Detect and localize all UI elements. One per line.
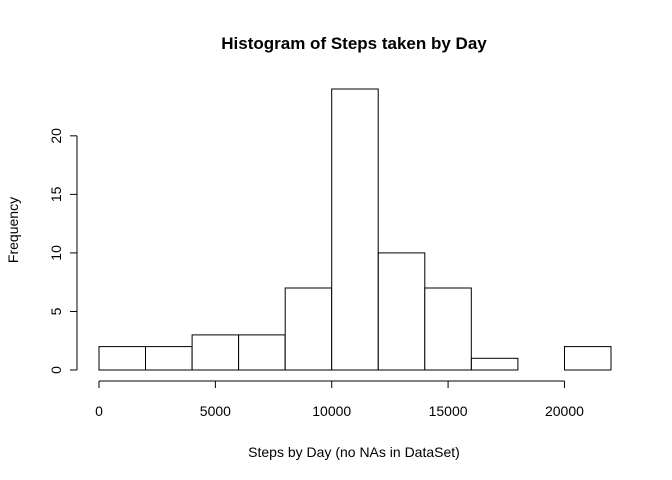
chart-title: Histogram of Steps taken by Day [221, 34, 487, 53]
histogram-bar [424, 287, 472, 371]
y-axis-label: Frequency [5, 197, 21, 263]
y-tick-label: 5 [48, 307, 64, 315]
histogram-bar [98, 346, 146, 371]
x-tick-label: 10000 [312, 403, 351, 419]
x-tick-label: 0 [95, 403, 103, 419]
x-axis: 0 5000 10000 15000 20000 [95, 380, 584, 419]
y-axis: 0 5 10 15 20 [48, 128, 78, 374]
x-tick-label: 15000 [429, 403, 468, 419]
histogram-bar [238, 334, 286, 371]
histogram-bar [191, 334, 240, 371]
histogram-bar [564, 346, 612, 371]
histogram-bar [284, 287, 333, 371]
x-tick-label: 5000 [200, 403, 231, 419]
bars-group [98, 88, 612, 371]
y-tick-label: 15 [48, 186, 64, 202]
histogram-bar [331, 88, 379, 371]
histogram-bar [145, 346, 193, 371]
histogram-bar [470, 357, 519, 371]
y-tick-label: 0 [48, 366, 64, 374]
y-tick-label: 10 [48, 245, 64, 261]
x-tick-label: 20000 [545, 403, 584, 419]
y-tick-label: 20 [48, 128, 64, 144]
histogram-bar [377, 252, 426, 371]
x-axis-label: Steps by Day (no NAs in DataSet) [248, 444, 460, 460]
